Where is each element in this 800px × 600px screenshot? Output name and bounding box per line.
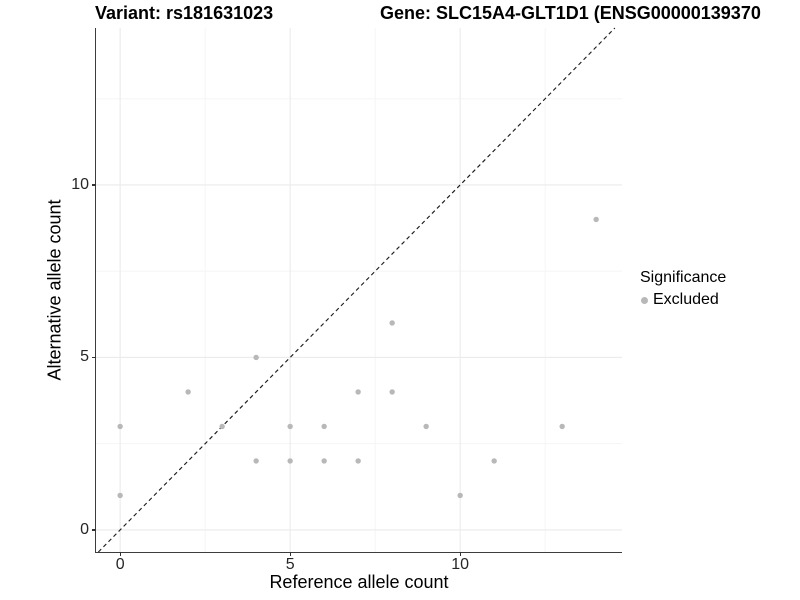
- plot-title-variant: Variant: rs181631023: [95, 3, 274, 23]
- x-tick-label: 5: [285, 556, 295, 573]
- data-point: [389, 389, 395, 395]
- data-point: [185, 389, 191, 395]
- data-point: [321, 458, 327, 464]
- legend-point-icon: [641, 296, 648, 304]
- y-tick-mark: [92, 529, 96, 531]
- y-tick-label: 0: [80, 520, 89, 538]
- x-tick-label: 0: [115, 556, 125, 573]
- plot-area: [96, 27, 622, 553]
- x-tick-mark: [459, 552, 461, 556]
- x-tick-mark: [119, 552, 121, 556]
- x-axis-title: Reference allele count: [269, 572, 449, 592]
- data-point: [355, 389, 361, 395]
- plot-title-gene: Gene: SLC15A4-GLT1D1 (ENSG00000139370: [380, 3, 761, 23]
- data-point: [253, 354, 259, 361]
- data-point: [321, 423, 327, 430]
- y-axis-line: [95, 28, 97, 553]
- legend-item-excluded: Excluded: [641, 291, 726, 309]
- data-point: [287, 458, 293, 464]
- y-tick-label: 5: [80, 348, 89, 366]
- data-point: [593, 216, 599, 223]
- x-tick-mark: [289, 552, 291, 556]
- legend-item-label: Excluded: [653, 291, 719, 308]
- scatter-plot-canvas: [96, 27, 622, 553]
- legend-title: Significance: [640, 269, 727, 286]
- data-point: [219, 423, 225, 430]
- y-tick-mark: [92, 184, 96, 186]
- y-axis-title: Alternative allele count: [44, 199, 65, 381]
- y-tick-mark: [92, 356, 96, 359]
- data-point: [491, 458, 497, 464]
- legend: Significance Excluded: [640, 269, 726, 309]
- data-point: [559, 423, 565, 430]
- data-point: [355, 458, 361, 464]
- data-point: [457, 492, 463, 499]
- data-point: [117, 423, 123, 430]
- data-point: [117, 492, 123, 499]
- data-point: [423, 423, 429, 430]
- identity-line: [97, 27, 616, 553]
- x-axis-line: [95, 551, 622, 553]
- x-tick-label: 10: [451, 556, 470, 573]
- data-point: [253, 458, 259, 464]
- data-point: [389, 320, 395, 326]
- data-point: [287, 423, 293, 430]
- y-tick-label: 10: [71, 175, 89, 193]
